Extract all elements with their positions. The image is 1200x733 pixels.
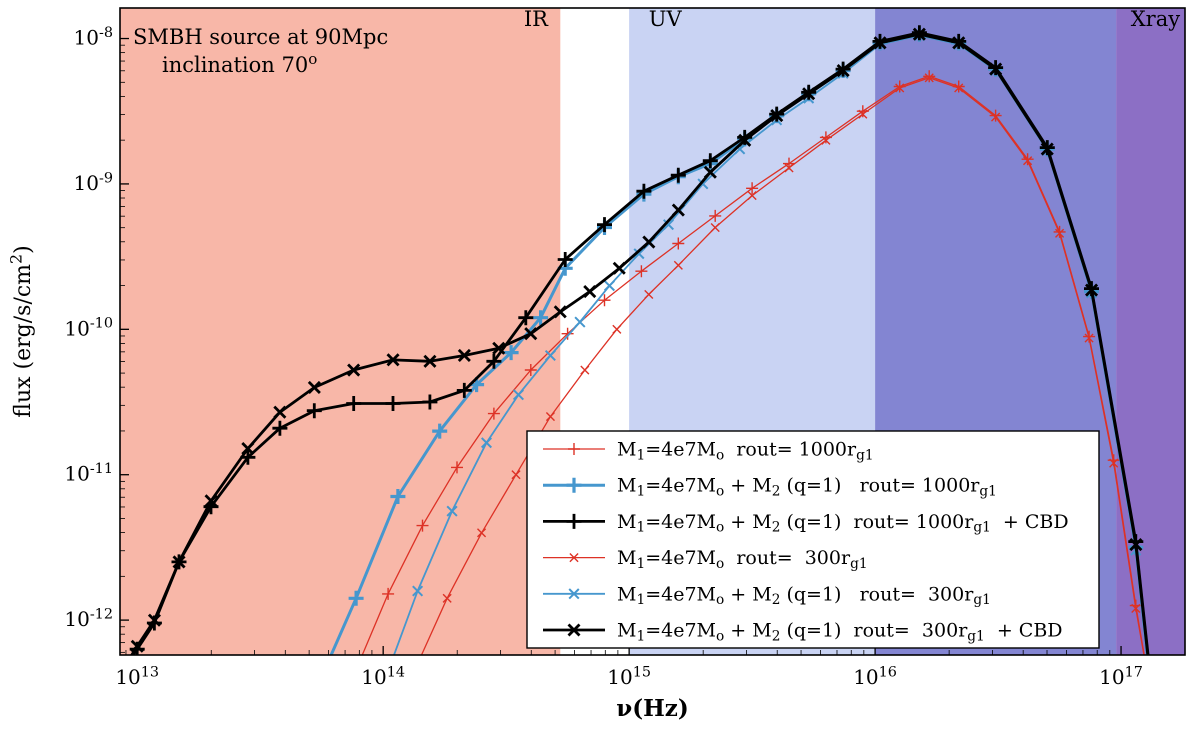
- x-tick-label: 1014: [361, 664, 405, 689]
- y-tick-label: 10-9: [74, 170, 113, 195]
- legend-entry-m1-m2-rout1000-cbd: M1=4e7Mo + M2 (q=1) rout= 1000rg1 + CBD: [543, 511, 1069, 536]
- legend-label: M1=4e7Mo + M2 (q=1) rout= 1000rg1 + CBD: [617, 511, 1069, 536]
- legend-box: [526, 430, 1100, 649]
- legend-entry-m1-m2-rout300: M1=4e7Mo + M2 (q=1) rout= 300rg1: [543, 583, 991, 608]
- axis-ticks: [120, 37, 1122, 655]
- ir-band-label: IR: [524, 7, 549, 31]
- legend-entry-m1-m2-rout1000: M1=4e7Mo + M2 (q=1) rout= 1000rg1: [543, 475, 997, 500]
- legend: M1=4e7Mo rout= 1000rg1 M1=4e7Mo + M2 (q=1…: [526, 430, 1100, 649]
- legend-label: M1=4e7Mo + M2 (q=1) rout= 1000rg1: [617, 475, 997, 500]
- legend-label: M1=4e7Mo + M2 (q=1) rout= 300rg1 + CBD: [617, 620, 1063, 645]
- legend-label: M1=4e7Mo rout= 300rg1: [617, 547, 868, 572]
- ir-band: [120, 8, 561, 655]
- y-tick-label: 10-12: [64, 607, 113, 632]
- annotation-source: SMBH source at 90Mpc: [133, 25, 388, 49]
- x-tick-label: 1016: [853, 664, 897, 689]
- plot-frame: [119, 7, 1186, 656]
- y-tick-label: 10-10: [64, 316, 113, 341]
- xray-band: [1116, 8, 1185, 655]
- series-m1-rout300: [420, 73, 1145, 655]
- legend-entry-m1-rout1000: M1=4e7Mo rout= 1000rg1: [543, 439, 874, 464]
- legend-entry-m1-m2-rout300-cbd: M1=4e7Mo + M2 (q=1) rout= 300rg1 + CBD: [543, 620, 1063, 645]
- x-tick-label: 1013: [115, 664, 159, 689]
- y-tick-label: 10-11: [64, 461, 113, 486]
- legend-label: M1=4e7Mo + M2 (q=1) rout= 300rg1: [617, 583, 991, 608]
- legend-label: M1=4e7Mo rout= 1000rg1: [617, 439, 874, 464]
- x-tick-label: 1015: [607, 664, 651, 689]
- uv-band-label: UV: [649, 7, 683, 31]
- legend-entry-m1-rout300: M1=4e7Mo rout= 300rg1: [543, 547, 868, 572]
- series-m1-m2-rout300-cbd: [130, 27, 1150, 655]
- x-tick-label: 1017: [1099, 664, 1143, 689]
- x-axis-label: ν(Hz): [616, 695, 689, 722]
- annotation-inclination: inclination 70o: [162, 50, 317, 77]
- xray-band-label: Xray: [1131, 7, 1181, 31]
- y-tick-label: 10-8: [74, 25, 113, 50]
- series-layer: [129, 25, 1150, 655]
- y-axis-label: flux (erg/s/cm2): [7, 245, 36, 417]
